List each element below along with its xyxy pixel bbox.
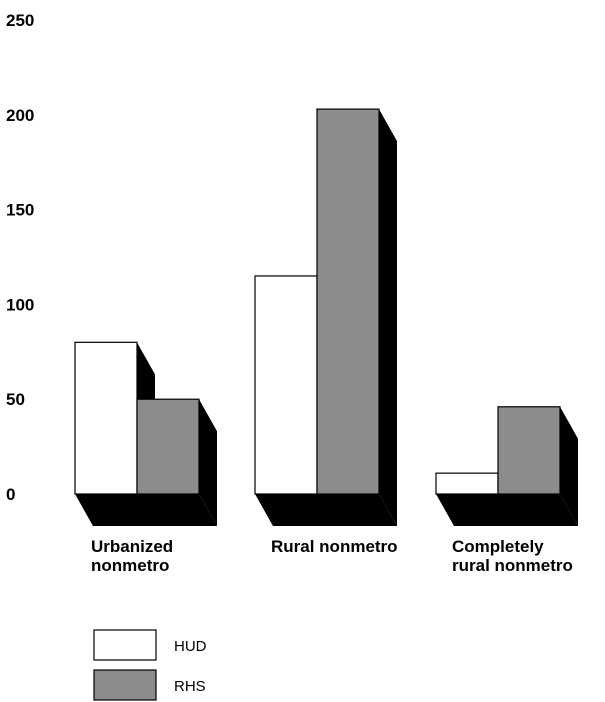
bar-side-shadow — [379, 109, 397, 526]
legend-swatch-rhs — [93, 669, 157, 701]
legend-swatch-hud — [93, 629, 157, 661]
category-label: Urbanized nonmetro — [91, 537, 173, 575]
bar-hud — [435, 472, 499, 495]
y-tick-label: 0 — [6, 485, 15, 504]
bar-side-shadow — [199, 399, 217, 526]
category-labels: Urbanized nonmetro Rural nonmetro Completel… — [91, 537, 573, 575]
bar-shadows — [75, 109, 578, 526]
y-axis-tick-labels: 0 50 100 150 200 250 — [6, 11, 34, 504]
legend-label-hud: HUD — [174, 638, 207, 655]
y-tick-label: 150 — [6, 201, 34, 220]
y-tick-label: 200 — [6, 106, 34, 125]
bar-hud — [74, 341, 138, 495]
bar-side-shadow — [560, 406, 578, 526]
y-tick-label: 50 — [6, 390, 25, 409]
category-label: Rural nonmetro — [271, 537, 398, 556]
bars — [74, 108, 561, 495]
y-tick-label: 250 — [6, 11, 34, 30]
category-label: Completely rural nonmetro — [452, 537, 573, 575]
y-tick-label: 100 — [6, 295, 34, 314]
legend-label-rhs: RHS — [174, 678, 206, 695]
legend: HUD RHS — [93, 629, 207, 701]
bar-rhs — [316, 108, 380, 495]
bar-rhs — [136, 398, 200, 495]
bar-rhs — [497, 406, 561, 495]
bar-hud — [254, 275, 318, 495]
